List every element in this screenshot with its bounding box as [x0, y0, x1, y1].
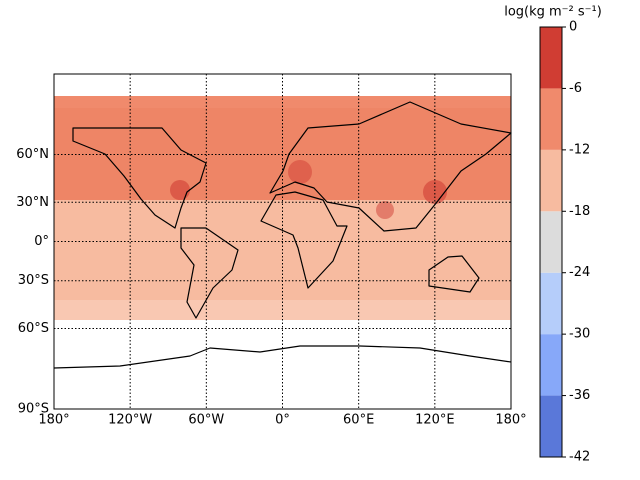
lat-label: 30°N [16, 195, 49, 210]
lon-label: 0° [275, 413, 290, 428]
colorbar-tick-label: -36 [569, 388, 590, 403]
lon-label: 60°E [343, 413, 374, 428]
lon-label: 180° [38, 413, 69, 428]
hotspot [170, 180, 190, 200]
lon-label: 60°W [188, 413, 224, 428]
colorbar-tick-label: -12 [569, 142, 590, 157]
hotspot [288, 160, 312, 184]
lon-label: 120°W [108, 413, 152, 428]
lat-label: 60°N [16, 147, 49, 162]
lon-label: 180° [495, 413, 526, 428]
coastlines [53, 101, 512, 369]
lat-label: 90°S [18, 402, 49, 417]
colorbar-segment [540, 334, 562, 396]
colorbar-tick-label: -30 [569, 327, 590, 342]
hotspot [423, 180, 447, 204]
antarctic-blank [54, 346, 511, 409]
colorbar-tick-label: 0 [569, 20, 577, 35]
colorbar-tick-label: -18 [569, 204, 590, 219]
colorbar-tick-label: -24 [569, 265, 590, 280]
colorbar-segment [540, 211, 562, 273]
colorbar-tick-label: -42 [569, 450, 590, 465]
colorbar-segment [540, 272, 562, 335]
colorbar-frame [539, 26, 563, 458]
map-frame [53, 73, 512, 410]
colorbar-label: log(kg m⁻² s⁻¹) [504, 5, 602, 20]
colorbar-segment [540, 395, 562, 457]
colorbar: -42 -36 -30 -24 -18 -12 -6 0 [539, 20, 590, 465]
colorbar-segment [540, 88, 562, 150]
hotspot [376, 201, 394, 219]
south-america [180, 227, 239, 319]
lon-label: 120°E [415, 413, 455, 428]
colorbar-tick-label: -6 [569, 81, 582, 96]
colorbar-segment [540, 27, 562, 89]
lat-label: 0° [34, 234, 49, 249]
colorbar-segment [540, 149, 562, 212]
lat-label: 60°S [18, 321, 49, 336]
lat-label: 30°S [18, 273, 49, 288]
africa [260, 191, 348, 289]
australia [428, 255, 480, 293]
antarctica [53, 345, 512, 369]
eurasia [269, 101, 512, 232]
